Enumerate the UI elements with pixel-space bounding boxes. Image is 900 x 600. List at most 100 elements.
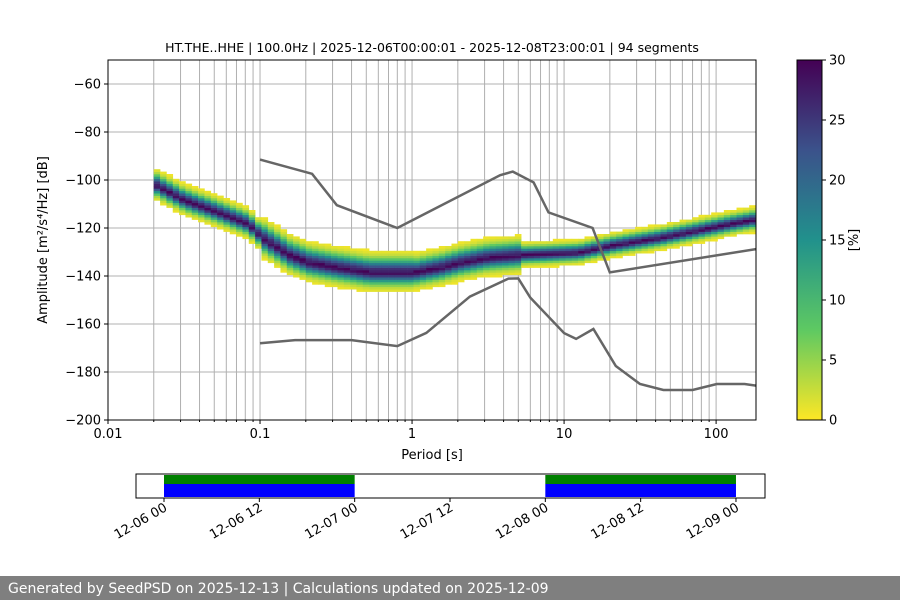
psd-cell (654, 241, 661, 244)
psd-cell (248, 231, 256, 235)
psd-cell (590, 241, 598, 244)
psd-cell (185, 198, 193, 201)
psd-cell (451, 270, 459, 273)
psd-cell (628, 246, 636, 249)
psd-cell (698, 222, 706, 225)
psd-cell (527, 243, 535, 247)
psd-cell (736, 226, 744, 230)
psd-cell (248, 238, 256, 242)
psd-cell (179, 207, 186, 211)
psd-cell (470, 250, 478, 254)
psd-cell (489, 250, 497, 254)
psd-cell (185, 183, 193, 187)
psd-cell (685, 238, 693, 242)
psd-cell (362, 286, 370, 290)
psd-cell (533, 258, 541, 261)
psd-cell (616, 253, 623, 256)
psd-cell (552, 250, 560, 254)
psd-cell (711, 217, 718, 220)
psd-cell (679, 231, 687, 235)
psd-cell (609, 253, 617, 256)
psd-cell (559, 255, 566, 259)
psd-cell (318, 262, 326, 266)
psd-cell (236, 226, 243, 230)
psd-cell (432, 284, 440, 288)
psd-cell (381, 260, 389, 264)
psd-cell (445, 258, 452, 261)
psd-cell (274, 246, 281, 249)
psd-cell (457, 250, 465, 254)
psd-cell (603, 255, 611, 259)
psd-cell (590, 238, 598, 242)
psd-cell (552, 260, 560, 264)
psd-cell (369, 282, 376, 285)
psd-cell (381, 262, 389, 266)
psd-cell (609, 236, 617, 240)
psd-cell (698, 241, 706, 244)
psd-cell (546, 248, 554, 252)
psd-cell (185, 202, 193, 206)
psd-cell (217, 198, 224, 201)
psd-cell (312, 272, 319, 276)
psd-cell (261, 250, 269, 254)
psd-cell (464, 270, 471, 273)
psd-cell (369, 284, 376, 288)
psd-cell (267, 238, 275, 242)
psd-cell (388, 289, 395, 292)
psd-cell (242, 219, 250, 223)
psd-cell (502, 246, 509, 249)
psd-cell (280, 229, 288, 232)
psd-cell (755, 217, 756, 220)
psd-cell (457, 262, 465, 266)
psd-cell (660, 231, 668, 235)
psd-cell (413, 265, 421, 268)
colorbar-tick-label: 30 (829, 54, 846, 69)
psd-cell (426, 248, 433, 252)
psd-cell (483, 258, 490, 261)
psd-cell (274, 258, 281, 261)
psd-cell (343, 250, 351, 254)
psd-cell (217, 214, 224, 218)
psd-cell (280, 267, 288, 271)
psd-cell (217, 212, 224, 216)
psd-cell (210, 219, 218, 223)
psd-cell (261, 226, 269, 230)
psd-cell (647, 224, 655, 228)
psd-cell (407, 277, 414, 280)
psd-cell (546, 243, 554, 247)
psd-cell (521, 253, 528, 256)
psd-cell (331, 277, 338, 280)
psd-cell (533, 250, 541, 254)
psd-cell (369, 253, 376, 256)
psd-cell (350, 284, 357, 288)
psd-cell (356, 260, 364, 264)
psd-cell (299, 255, 307, 259)
psd-cell (407, 279, 414, 283)
psd-cell (736, 207, 744, 211)
psd-cell (394, 286, 402, 290)
psd-cell (445, 253, 452, 256)
psd-cell (489, 272, 497, 276)
psd-cell (369, 289, 376, 292)
psd-cell (673, 241, 680, 244)
psd-cell (166, 200, 174, 204)
psd-cell (476, 262, 484, 266)
psd-cell (160, 178, 167, 182)
psd-cell (350, 255, 357, 259)
psd-cell (438, 255, 446, 259)
psd-cell (635, 250, 642, 254)
psd-cell (223, 217, 231, 220)
psd-cell (476, 255, 484, 259)
psd-cell (540, 250, 547, 254)
psd-cell (647, 243, 655, 247)
colorbar-tick-label: 0 (829, 414, 837, 429)
psd-cell (337, 265, 345, 268)
psd-cell (324, 246, 332, 249)
psd-cell (508, 260, 516, 264)
psd-cell (172, 188, 180, 192)
psd-cell (153, 195, 161, 199)
psd-cell (514, 270, 522, 273)
psd-cell (755, 207, 756, 211)
colorbar-ticks: 0 5 10 15 20 25 30 (822, 54, 846, 429)
psd-cell (660, 238, 668, 242)
